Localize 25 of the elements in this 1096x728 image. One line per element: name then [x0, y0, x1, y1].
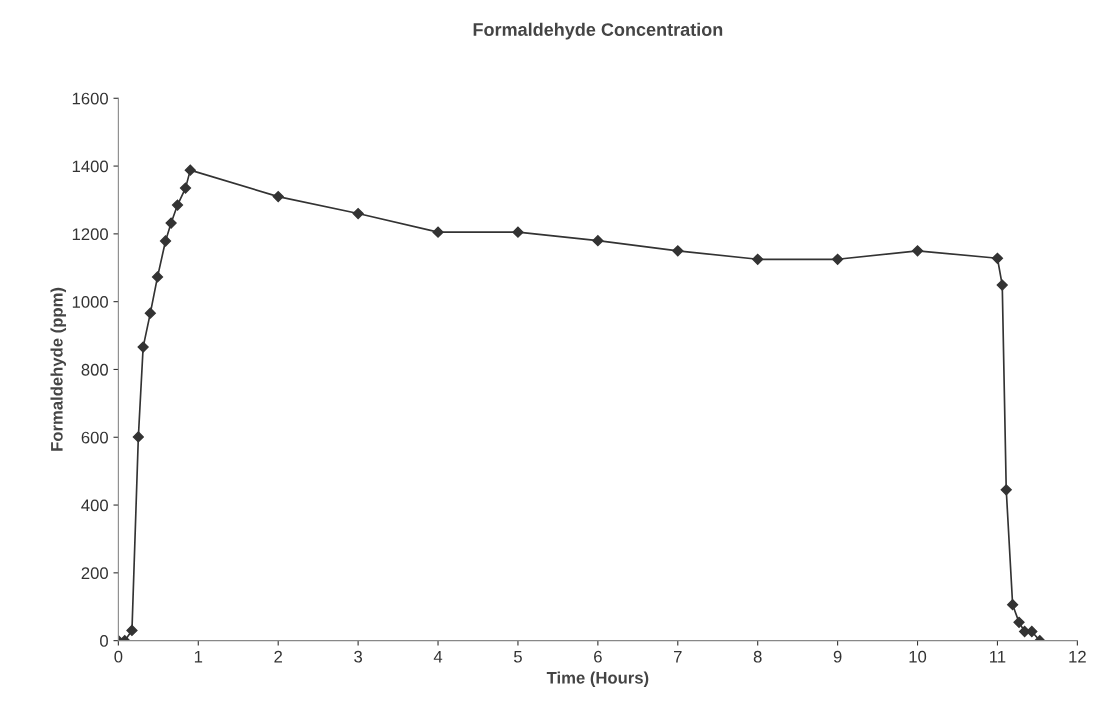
chart-title: Formaldehyde Concentration	[473, 22, 723, 40]
y-tick-label: 1400	[72, 160, 108, 173]
x-tick-label: 3	[354, 650, 363, 663]
x-tick-label: 2	[274, 650, 282, 663]
x-tick-label: 7	[674, 650, 682, 663]
x-tick-label: 0	[114, 650, 123, 663]
x-tick-label: 11	[990, 650, 1006, 663]
y-tick-label: 200	[81, 567, 108, 580]
y-tick-label: 1200	[72, 228, 108, 241]
y-tick-label: 800	[81, 363, 108, 376]
y-tick-label: 0	[100, 635, 108, 647]
y-axis-title: Formaldehyde (ppm)	[50, 287, 67, 451]
x-tick-label: 6	[594, 650, 602, 663]
x-tick-label: 10	[909, 650, 927, 663]
x-tick-label: 12	[1069, 650, 1086, 663]
x-tick-label: 5	[513, 650, 522, 663]
y-tick-label: 1600	[72, 92, 108, 105]
x-tick-label: 8	[753, 650, 762, 663]
x-axis-title: Time (Hours)	[546, 671, 649, 687]
x-tick-label: 9	[833, 650, 842, 663]
y-tick-label: 600	[81, 431, 108, 444]
x-tick-label: 4	[433, 650, 443, 663]
y-tick-label: 400	[81, 499, 108, 512]
x-tick-label: 1	[194, 650, 203, 663]
y-tick-label: 1000	[72, 296, 108, 308]
